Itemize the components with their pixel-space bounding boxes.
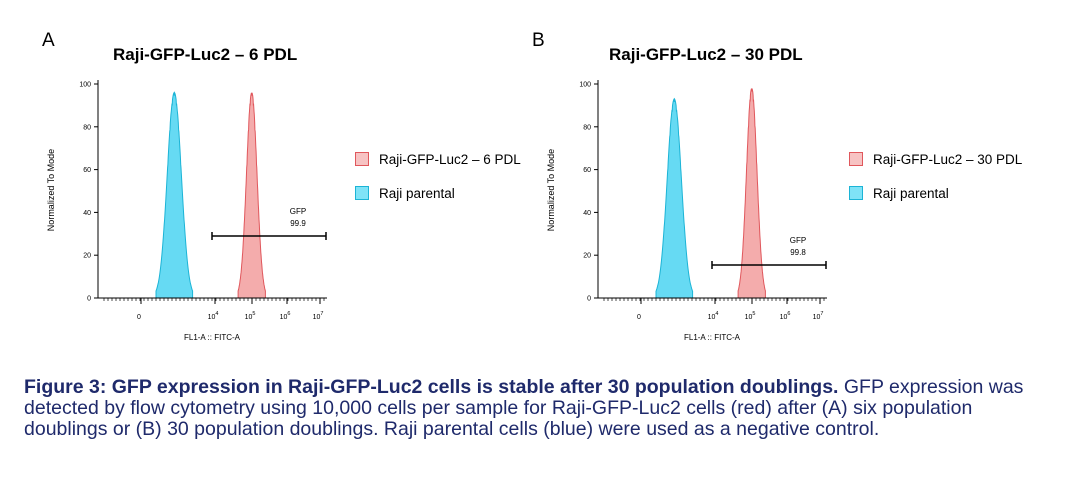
caption-body: GFP expression was detected by flow cyto… (24, 376, 1024, 440)
panel-label: B (532, 30, 545, 51)
legend-label: Raji parental (379, 185, 455, 201)
y-tick-label: 60 (583, 167, 591, 174)
legend-swatch-red (355, 152, 369, 166)
y-tick-label: 60 (83, 167, 91, 174)
x-tick-label: 0 (637, 314, 641, 321)
y-tick-label: 80 (83, 124, 91, 131)
y-tick-label: 20 (83, 253, 91, 260)
legend: Raji-GFP-Luc2 – 6 PDL Raji parental (355, 142, 521, 210)
gate-value: 99.9 (290, 219, 306, 228)
legend-label: Raji-GFP-Luc2 – 6 PDL (379, 151, 521, 167)
legend-item-red: Raji-GFP-Luc2 – 30 PDL (849, 142, 1022, 176)
legend-swatch-blue (355, 186, 369, 200)
legend-item-blue: Raji parental (355, 176, 521, 210)
series-raji-gfp-luc2 (737, 88, 766, 299)
y-tick-label: 100 (579, 82, 591, 89)
x-tick-label: 105 (245, 311, 256, 321)
gate-name: GFP (790, 236, 806, 245)
y-tick-label: 0 (87, 296, 91, 303)
y-tick-label: 80 (583, 124, 591, 131)
y-tick-label: 40 (83, 210, 91, 217)
panel-b: B Raji-GFP-Luc2 – 30 PDL Normalized To M… (500, 0, 1034, 360)
panel-a: A Raji-GFP-Luc2 – 6 PDL Normalized To Mo… (0, 0, 534, 360)
caption-title: Figure 3: GFP expression in Raji-GFP-Luc… (24, 376, 839, 398)
x-axis-label: FL1-A :: FITC-A (684, 333, 741, 342)
legend-label: Raji parental (873, 185, 949, 201)
y-axis-label: Normalized To Mode (546, 149, 556, 231)
panel-label: A (42, 30, 55, 51)
y-tick-label: 100 (79, 82, 91, 89)
legend-item-red: Raji-GFP-Luc2 – 6 PDL (355, 142, 521, 176)
legend-item-blue: Raji parental (849, 176, 1022, 210)
x-tick-label: 107 (313, 311, 324, 321)
legend-swatch-blue (849, 186, 863, 200)
series-raji-parental (655, 97, 694, 299)
x-tick-label: 0 (137, 314, 141, 321)
gate-value: 99.8 (790, 248, 806, 257)
y-tick-label: 40 (583, 210, 591, 217)
x-tick-label: 106 (280, 311, 291, 321)
legend: Raji-GFP-Luc2 – 30 PDL Raji parental (849, 142, 1022, 210)
legend-swatch-red (849, 152, 863, 166)
y-tick-label: 20 (583, 253, 591, 260)
chart-title: Raji-GFP-Luc2 – 6 PDL (113, 45, 298, 64)
legend-label: Raji-GFP-Luc2 – 30 PDL (873, 151, 1023, 167)
y-tick-label: 0 (587, 296, 591, 303)
y-axis-label: Normalized To Mode (46, 149, 56, 231)
x-tick-label: 106 (780, 311, 791, 321)
x-axis-label: FL1-A :: FITC-A (184, 333, 241, 342)
x-tick-label: 104 (208, 311, 219, 321)
series-raji-gfp-luc2 (237, 92, 266, 299)
x-tick-label: 107 (813, 311, 824, 321)
chart-title: Raji-GFP-Luc2 – 30 PDL (609, 45, 803, 64)
series-raji-parental (155, 91, 194, 299)
x-tick-label: 105 (745, 311, 756, 321)
figure-caption: Figure 3: GFP expression in Raji-GFP-Luc… (24, 377, 1054, 440)
x-tick-label: 104 (708, 311, 719, 321)
gate-name: GFP (290, 207, 306, 216)
